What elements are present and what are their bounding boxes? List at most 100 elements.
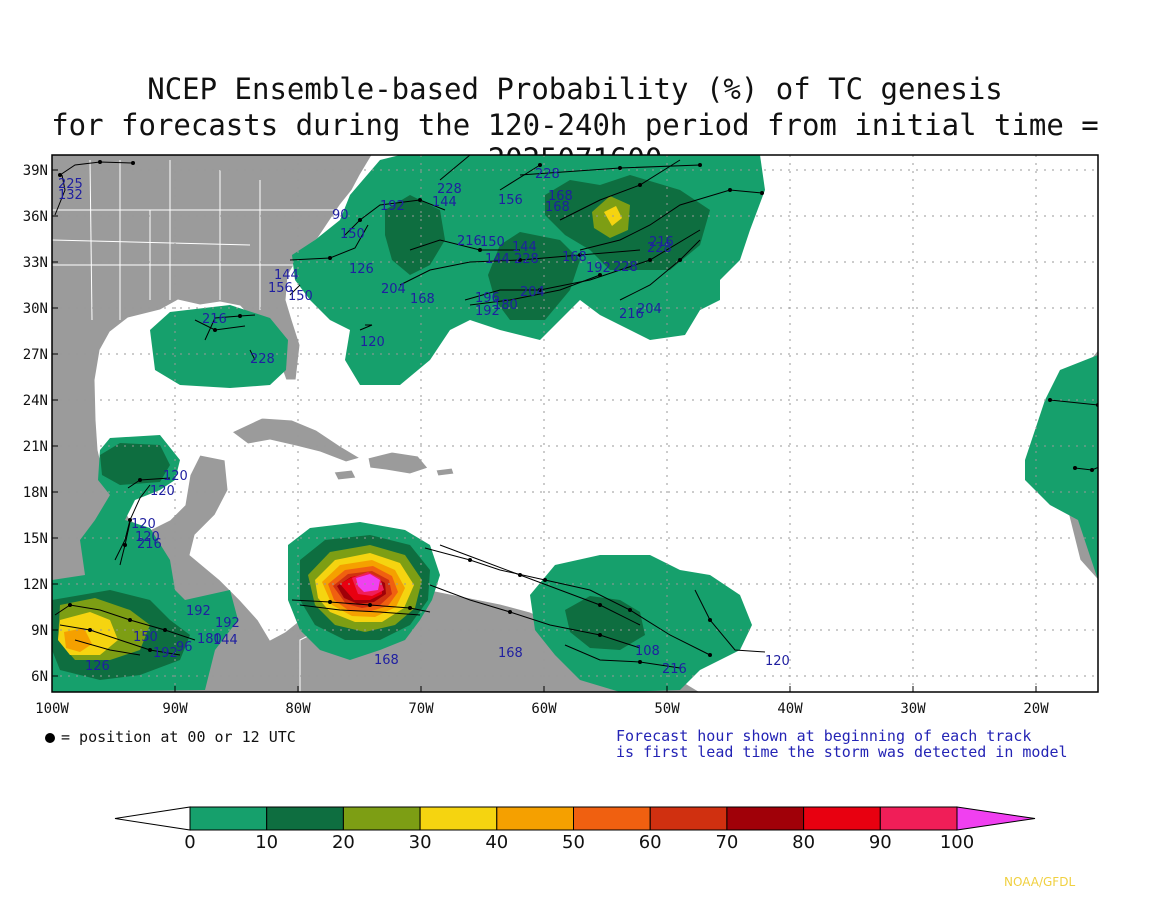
contour-gulf-10 (150, 305, 288, 388)
track-hour-label: 144 (274, 268, 299, 283)
track-hour-label: 204 (520, 285, 545, 300)
track-hour-label: 168 (374, 653, 399, 668)
track-hour-label: 228 (514, 252, 539, 267)
position-marker-icon (45, 732, 55, 743)
track-hour-label: 132 (58, 188, 83, 203)
colorbar-segment (342, 806, 421, 831)
track-hour-label: 192 (475, 304, 500, 319)
track-hour-label: 196 (475, 291, 500, 306)
colorbar-segment (649, 806, 728, 831)
track-hour-label: 180 (493, 298, 518, 313)
track-hour-label: 156 (498, 193, 523, 208)
lon-label: 70W (408, 701, 434, 717)
lon-label: 80W (285, 701, 311, 717)
longitude-axis: 100W 90W 80W 70W 60W 50W 40W 30W 20W (35, 686, 1049, 717)
chart-title-line2: for forecasts during the 120-240h period… (51, 108, 1099, 176)
colorbar-label: 90 (868, 832, 892, 853)
track-hour-label: 216 (202, 312, 227, 327)
colorbar-label: 40 (485, 832, 509, 853)
colorbar-label: 80 (792, 832, 816, 853)
lat-label: 6N (31, 669, 48, 685)
track-hour-label: 225 (58, 177, 83, 192)
colorbar-label: 50 (562, 832, 585, 853)
track-hour-label: 228 (437, 182, 462, 197)
track-hour-label: 144 (485, 252, 510, 267)
lat-label: 33N (23, 255, 48, 271)
track-hour-label: 126 (85, 659, 110, 674)
track-hour-label: 120 (360, 335, 385, 350)
chart-title-line1: NCEP Ensemble-based Probability (%) of T… (147, 72, 1003, 106)
contour-central-50 (64, 628, 92, 652)
hispaniola-land (367, 451, 429, 475)
lat-label: 18N (23, 485, 48, 501)
track-hour-label: 228 (535, 167, 560, 182)
track-hour-label: 228 (613, 260, 638, 275)
colorbar-label: 70 (715, 832, 739, 853)
track-hour-label: 192 (380, 199, 405, 214)
track-hour-label: 204 (381, 282, 406, 297)
map-frame (51, 154, 1099, 693)
lat-label: 30N (23, 301, 48, 317)
lat-label: 27N (23, 347, 48, 363)
lat-label: 15N (23, 531, 48, 547)
marker-legend-text: = position at 00 or 12 UTC (61, 728, 296, 746)
colorbar (114, 806, 1036, 831)
contour-central-20a (100, 443, 170, 485)
colorbar-segment (266, 806, 344, 831)
lon-label: 40W (777, 701, 803, 717)
track-hour-label: 192 (153, 646, 178, 661)
lon-label: 30W (900, 701, 926, 717)
state-borders (52, 159, 340, 321)
track-hour-label: 168 (562, 250, 587, 265)
track-hour-label: 168 (410, 292, 435, 307)
track-hour-label: 108 (635, 644, 660, 659)
lat-label: 9N (31, 623, 48, 639)
track-hour-label: 204 (637, 302, 662, 317)
track-hour-label: 192 (215, 616, 240, 631)
colorbar-segment (496, 806, 574, 831)
track-hour-label: 216 (457, 234, 482, 249)
contour-caribbean-100plus (356, 574, 380, 592)
colorbar-max-extend (956, 806, 1036, 831)
track-hour-label: 126 (349, 262, 374, 277)
track-hour-label: 168 (545, 200, 570, 215)
track-hour-label: 120 (150, 484, 175, 499)
track-hour-label: 150 (480, 235, 505, 250)
storm-tracks (54, 155, 1098, 669)
contour-africa-10 (1025, 355, 1098, 580)
track-hour-label: 96 (176, 640, 193, 655)
latitude-axis: 39N 36N 33N 30N 27N 24N 21N 18N 15N 12N 9N 6N (23, 163, 58, 685)
lon-label: 20W (1023, 701, 1049, 717)
contour-us-east-20a (385, 195, 445, 275)
colorbar-segment (189, 806, 268, 831)
lat-label: 12N (23, 577, 48, 593)
lon-label: 100W (35, 701, 69, 717)
cuba-land (231, 417, 362, 463)
track-hour-label: 90 (332, 208, 349, 223)
track-hour-label: 144 (213, 633, 238, 648)
credit-text: NOAA/GFDL (1004, 875, 1076, 889)
forecast-note-line2: is first lead time the storm was detecte… (616, 743, 1068, 761)
track-hour-label: 168 (498, 646, 523, 661)
track-hour-label: 192 (186, 604, 211, 619)
colorbar-label: 20 (331, 832, 355, 853)
probability-contours (52, 155, 1098, 692)
track-hour-label: 150 (288, 289, 313, 304)
track-hour-label: 156 (268, 281, 293, 296)
lat-label: 24N (23, 393, 48, 409)
lat-label: 21N (23, 439, 48, 455)
track-hour-label: 216 (619, 307, 644, 322)
track-hour-label: 144 (512, 240, 537, 255)
contour-atlantic-mdr-20 (565, 596, 645, 650)
colorbar-label: 30 (408, 832, 432, 853)
track-hour-label: 216 (662, 662, 687, 677)
colorbar-label: 60 (638, 832, 662, 853)
lon-label: 90W (162, 701, 188, 717)
track-hour-label: 120 (131, 517, 156, 532)
lon-label: 60W (531, 701, 557, 717)
colorbar-min-extend (114, 806, 191, 831)
colorbar-label: 0 (184, 832, 196, 853)
colorbar-label: 100 (939, 832, 975, 853)
jamaica-land (333, 469, 357, 481)
